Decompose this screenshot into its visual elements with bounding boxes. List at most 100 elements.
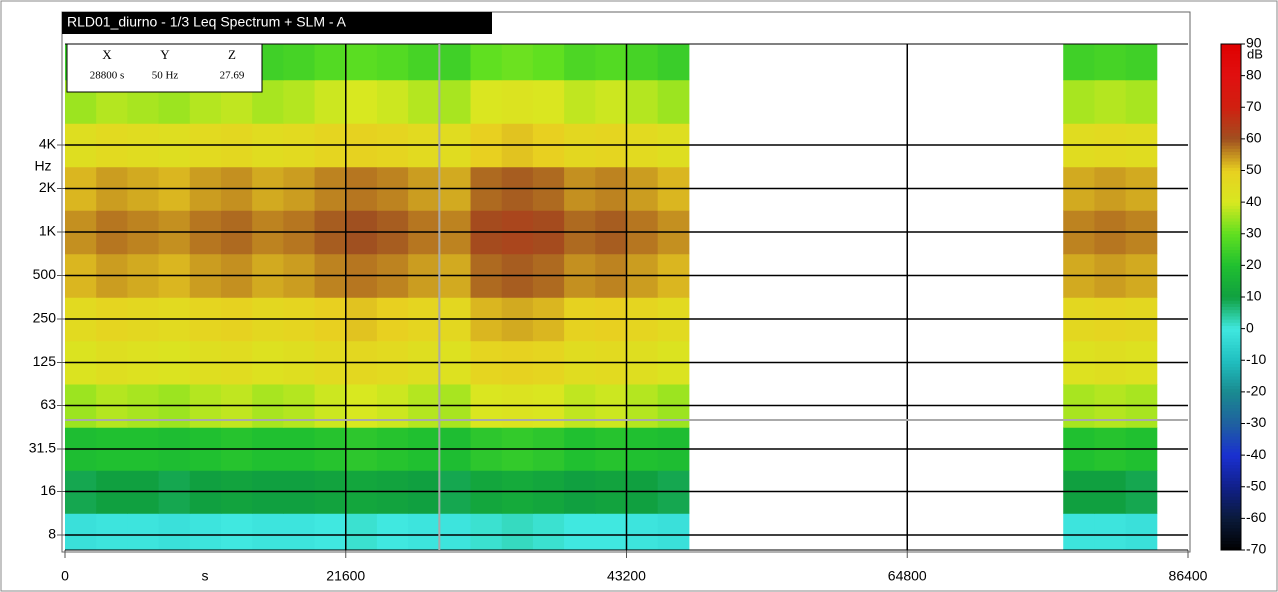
colorbar-segment bbox=[1221, 135, 1241, 140]
colorbar-segment bbox=[1221, 357, 1241, 361]
cell bbox=[564, 79, 596, 124]
colorbar: -70 -60 -50 -40 -30 -20 -10 0 10 20 30 40 50 60 70 80 90… bbox=[1220, 35, 1266, 557]
cell bbox=[595, 79, 627, 124]
colorbar-segment bbox=[1221, 243, 1241, 247]
colorbar-segment bbox=[1221, 322, 1241, 326]
colorbar-segment bbox=[1221, 214, 1241, 219]
colorbar-segment bbox=[1221, 249, 1241, 254]
colorbar-segment bbox=[1221, 543, 1241, 548]
colorbar-segment bbox=[1221, 192, 1241, 197]
colorbar-segment bbox=[1221, 347, 1241, 352]
colorbar-segment bbox=[1221, 515, 1241, 519]
colorbar-segment bbox=[1221, 50, 1241, 54]
colorbar-segment bbox=[1221, 151, 1241, 156]
colorbar-segment bbox=[1221, 293, 1241, 298]
colorbar-segment bbox=[1221, 445, 1241, 450]
colorbar-segment bbox=[1221, 100, 1241, 105]
colorbar-segment bbox=[1221, 379, 1241, 383]
cell bbox=[532, 44, 565, 81]
colorbar-segment bbox=[1221, 107, 1241, 111]
colorbar-segment bbox=[1221, 179, 1241, 184]
colorbar-segment bbox=[1221, 205, 1241, 209]
colorbar-segment bbox=[1221, 246, 1241, 251]
colorbar-segment bbox=[1221, 508, 1241, 513]
colorbar-segment bbox=[1221, 138, 1241, 143]
y-axis-label: Hz bbox=[34, 158, 51, 174]
colorbar-segment bbox=[1221, 312, 1241, 317]
colorbar-segment bbox=[1221, 252, 1241, 257]
colorbar-segment bbox=[1221, 189, 1241, 194]
cell bbox=[564, 513, 596, 550]
colorbar-segment bbox=[1221, 186, 1241, 190]
colorbar-segment bbox=[1221, 104, 1241, 108]
cell bbox=[532, 513, 565, 550]
colorbar-segment bbox=[1221, 338, 1241, 342]
x-tick-label: 21600 bbox=[326, 568, 365, 584]
colorbar-tick-label: 30 bbox=[1246, 224, 1262, 240]
colorbar-tick-label: 20 bbox=[1246, 256, 1262, 272]
colorbar-segment bbox=[1221, 353, 1241, 358]
colorbar-segment bbox=[1221, 154, 1241, 159]
colorbar-segment bbox=[1221, 527, 1241, 532]
colorbar-segment bbox=[1221, 505, 1241, 510]
colorbar-segment bbox=[1221, 432, 1241, 437]
colorbar-segment bbox=[1221, 164, 1241, 168]
colorbar-segment bbox=[1221, 265, 1241, 270]
cell bbox=[470, 79, 503, 124]
colorbar-segment bbox=[1221, 414, 1241, 418]
colorbar-segment bbox=[1221, 470, 1241, 475]
cell bbox=[1063, 44, 1095, 81]
colorbar-segment bbox=[1221, 284, 1241, 289]
colorbar-segment bbox=[1221, 233, 1241, 238]
colorbar-segment bbox=[1221, 88, 1241, 92]
colorbar-segment bbox=[1221, 62, 1241, 67]
colorbar-segment bbox=[1221, 91, 1241, 96]
cell bbox=[283, 79, 316, 124]
colorbar-segment bbox=[1221, 113, 1241, 118]
colorbar-tick-label: 60 bbox=[1246, 130, 1262, 146]
cell bbox=[1094, 44, 1127, 81]
colorbar-segment bbox=[1221, 429, 1241, 434]
colorbar-segment bbox=[1221, 176, 1241, 181]
colorbar-segment bbox=[1221, 167, 1241, 171]
colorbar-segment bbox=[1221, 493, 1241, 497]
colorbar-segment bbox=[1221, 502, 1241, 507]
colorbar-segment bbox=[1221, 53, 1241, 58]
cell bbox=[439, 79, 472, 124]
cell bbox=[189, 513, 222, 550]
cell bbox=[470, 513, 503, 550]
colorbar-segment bbox=[1221, 436, 1241, 440]
cell bbox=[626, 44, 659, 81]
colorbar-segment bbox=[1221, 448, 1241, 453]
colorbar-segment bbox=[1221, 300, 1241, 304]
readout-box bbox=[66, 43, 263, 93]
colorbar-segment bbox=[1221, 423, 1241, 428]
colorbar-segment bbox=[1221, 240, 1241, 244]
colorbar-segment bbox=[1221, 255, 1241, 260]
cell bbox=[408, 79, 440, 124]
colorbar-segment bbox=[1221, 480, 1241, 485]
colorbar-segment bbox=[1221, 97, 1241, 102]
cell bbox=[657, 79, 690, 124]
colorbar-segment bbox=[1221, 467, 1241, 472]
colorbar-segment bbox=[1221, 94, 1241, 99]
title-box bbox=[62, 12, 492, 34]
colorbar-segment bbox=[1221, 385, 1241, 390]
colorbar-segment bbox=[1221, 274, 1241, 279]
x-tick-label: 64800 bbox=[888, 568, 927, 584]
colorbar-segment bbox=[1221, 309, 1241, 314]
y-tick-label: 31.5 bbox=[29, 440, 56, 456]
colorbar-tick-label: -30 bbox=[1246, 414, 1266, 430]
colorbar-segment bbox=[1221, 259, 1241, 263]
colorbar-segment bbox=[1221, 458, 1241, 462]
cell bbox=[1063, 79, 1095, 124]
colorbar-segment bbox=[1221, 391, 1241, 396]
colorbar-segment bbox=[1221, 474, 1241, 478]
colorbar-segment bbox=[1221, 499, 1241, 504]
cell bbox=[470, 44, 503, 81]
colorbar-segment bbox=[1221, 344, 1241, 349]
colorbar-segment bbox=[1221, 417, 1241, 421]
readout-value: 28800 s bbox=[90, 70, 125, 82]
cell bbox=[158, 513, 191, 550]
